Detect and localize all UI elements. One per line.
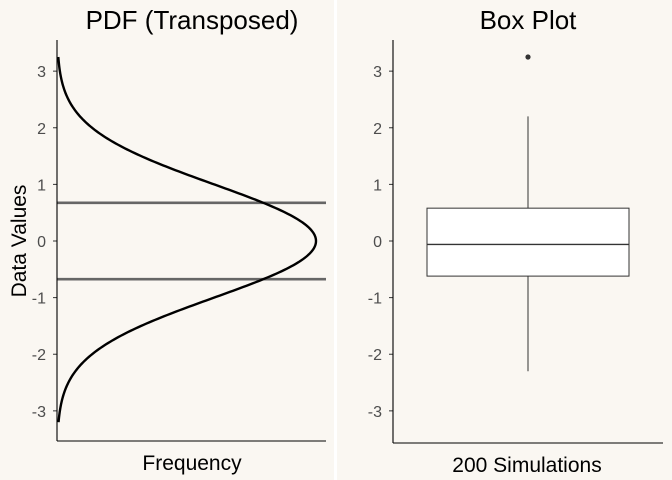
- box-y-tick-label: 0: [373, 234, 382, 251]
- pdf-y-tick-label: -1: [32, 291, 46, 308]
- pdf-panel-title: PDF (Transposed): [86, 5, 299, 35]
- box-plot: [426, 54, 630, 372]
- pdf-x-axis-label: Frequency: [142, 452, 242, 475]
- pdf-y-tick-label: -2: [32, 347, 46, 364]
- box-y-tick-label: -3: [368, 404, 382, 421]
- box-y-tick-label: -2: [368, 347, 382, 364]
- panel-separator: [334, 0, 337, 480]
- box-x-axis-label: 200 Simulations: [452, 454, 601, 477]
- box-y-tick-label: -1: [368, 291, 382, 308]
- pdf-y-tick-label: 2: [37, 121, 46, 138]
- box-y-tick-label: 3: [373, 64, 382, 81]
- pdf-curve: [57, 56, 318, 423]
- box-y-ticks: -3 -2 -1 0 1 2 3: [368, 64, 393, 421]
- box-iqr-rect: [426, 207, 630, 277]
- pdf-y-tick-label: 0: [37, 234, 46, 251]
- pdf-y-tick-label: 1: [37, 177, 46, 194]
- pdf-y-tick-label: 3: [37, 64, 46, 81]
- pdf-panel: PDF (Transposed) Frequency Data Values -…: [8, 5, 326, 475]
- pdf-y-tick-label: -3: [32, 404, 46, 421]
- box-y-tick-label: 2: [373, 121, 382, 138]
- pdf-y-ticks: -3 -2 -1 0 1 2 3: [32, 64, 57, 421]
- pdf-quartile-lines: [57, 201, 326, 281]
- box-panel: Box Plot 200 Simulations -3 -2 -1 0 1 2 3: [368, 5, 663, 477]
- box-panel-title: Box Plot: [480, 5, 578, 35]
- box-outlier-point: [525, 54, 531, 60]
- pdf-y-axis-label: Data Values: [8, 185, 31, 298]
- box-y-tick-label: 1: [373, 177, 382, 194]
